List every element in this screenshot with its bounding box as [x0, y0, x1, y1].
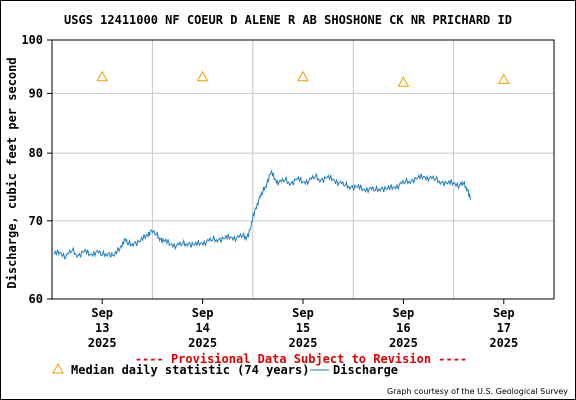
x-tick-label: Sep [91, 306, 113, 320]
x-tick-label: Sep [292, 306, 314, 320]
x-tick-label: 13 [95, 321, 109, 335]
discharge-line [53, 169, 472, 261]
provisional-notice: ---- Provisional Data Subject to Revisio… [135, 352, 467, 366]
y-tick-label: 90 [29, 86, 43, 100]
grid-layer [52, 40, 554, 299]
median-marker [297, 70, 309, 82]
x-tick-label: 16 [396, 321, 410, 335]
y-tick-label: 80 [29, 146, 43, 160]
legend-triangle-icon [52, 362, 64, 374]
median-marker [96, 70, 109, 82]
x-axis: Sep132025Sep142025Sep152025Sep162025Sep1… [88, 299, 518, 350]
legend-label-discharge: Discharge [333, 363, 398, 377]
legend: Median daily statistic (74 years) Dischar… [52, 362, 398, 377]
series-layer [53, 70, 510, 261]
y-axis-label: Discharge, cubic feet per second [5, 57, 19, 288]
x-tick-label: 2025 [188, 336, 217, 350]
median-marker [397, 76, 410, 87]
x-tick-label: 14 [195, 321, 209, 335]
y-axis: 60 70 80 90 100 [21, 33, 52, 306]
credit-text: Graph courtesy of the U.S. Geological Su… [387, 387, 568, 396]
chart-title: USGS 12411000 NF COEUR D ALENE R AB SHOS… [64, 13, 512, 27]
x-tick-label: Sep [493, 306, 515, 320]
median-marker [196, 70, 209, 82]
legend-label-median: Median daily statistic (74 years) [71, 363, 309, 377]
x-tick-label: Sep [192, 306, 214, 320]
y-tick-label: 100 [21, 33, 43, 47]
x-tick-label: 15 [296, 321, 310, 335]
x-tick-label: 2025 [489, 336, 518, 350]
x-tick-label: 2025 [289, 336, 318, 350]
median-marker [497, 73, 510, 85]
x-tick-label: 2025 [389, 336, 418, 350]
x-tick-label: 2025 [88, 336, 117, 350]
y-tick-label: 60 [29, 292, 43, 306]
plot-area [52, 40, 554, 299]
x-tick-label: Sep [393, 306, 415, 320]
x-tick-label: 17 [497, 321, 511, 335]
y-tick-label: 70 [29, 214, 43, 228]
